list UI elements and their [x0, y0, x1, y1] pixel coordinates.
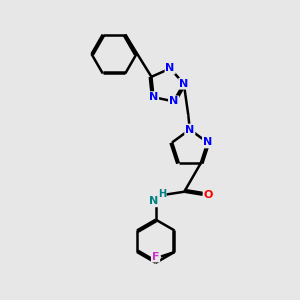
Text: N: N: [166, 64, 175, 74]
Text: N: N: [203, 137, 212, 147]
Text: N: N: [169, 96, 178, 106]
Text: N: N: [149, 196, 158, 206]
Text: H: H: [158, 189, 166, 199]
Text: N: N: [179, 79, 188, 89]
Text: O: O: [203, 190, 213, 200]
Text: N: N: [149, 92, 158, 102]
Text: N: N: [185, 124, 194, 135]
Text: F: F: [152, 251, 159, 262]
